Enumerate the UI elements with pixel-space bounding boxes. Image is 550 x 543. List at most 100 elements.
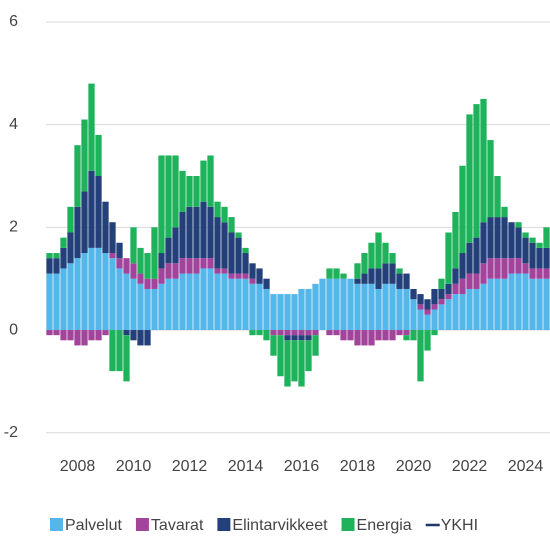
- bar-segment: [340, 273, 347, 279]
- bar-segment: [361, 273, 368, 284]
- bar-segment: [347, 330, 354, 341]
- bar-segment: [249, 330, 256, 336]
- bar-segment: [424, 309, 431, 315]
- bar-segment: [501, 258, 508, 279]
- legend-label: YKHI: [441, 517, 478, 534]
- bar-segment: [424, 314, 431, 331]
- legend-swatch: [217, 518, 231, 531]
- bar-segment: [438, 304, 445, 331]
- bar-segment: [270, 294, 277, 331]
- bar-segment: [172, 263, 179, 279]
- bar-segment: [417, 304, 424, 310]
- bar-segment: [74, 145, 81, 207]
- bar-segment: [382, 263, 389, 284]
- bar-segment: [396, 288, 403, 331]
- bar-segment: [263, 330, 270, 341]
- bar-segment: [361, 330, 368, 346]
- bar-segment: [508, 258, 515, 274]
- bar-segment: [172, 155, 179, 228]
- bar-segment: [116, 330, 123, 372]
- x-tick-label: 2016: [284, 458, 320, 475]
- bar-segment: [368, 330, 375, 346]
- bar-segment: [487, 278, 494, 331]
- bar-segment: [361, 253, 368, 274]
- bar-segment: [95, 176, 102, 248]
- bar-segment: [354, 330, 361, 346]
- bar-segment: [165, 237, 172, 264]
- bar-segment: [389, 263, 396, 284]
- bar-segment: [235, 273, 242, 279]
- bar-segment: [480, 98, 487, 223]
- bar-segment: [438, 299, 445, 305]
- bar-segment: [123, 335, 130, 382]
- bar-segment: [466, 242, 473, 274]
- bar-segment: [536, 242, 543, 248]
- bar-segment: [522, 273, 529, 331]
- bar-segment: [487, 217, 494, 259]
- bar-segment: [403, 330, 410, 336]
- y-tick-label: 4: [9, 116, 18, 133]
- bar-segment: [151, 227, 158, 279]
- bar-segment: [375, 288, 382, 331]
- bar-segment: [494, 258, 501, 279]
- bar-segment: [74, 258, 81, 331]
- bar-segment: [88, 170, 95, 248]
- bar-segment: [242, 247, 249, 254]
- bar-segment: [74, 330, 81, 346]
- bar-segment: [466, 273, 473, 289]
- bar-segment: [431, 288, 438, 305]
- bar-segment: [522, 237, 529, 264]
- bar-segment: [144, 330, 151, 346]
- bar-segment: [256, 268, 263, 284]
- bar-segment: [116, 258, 123, 269]
- bar-segment: [382, 242, 389, 264]
- x-tick-label: 2014: [228, 458, 264, 475]
- bar-segment: [445, 294, 452, 300]
- bar-segment: [144, 288, 151, 331]
- bar-segment: [452, 268, 459, 284]
- bar-segment: [354, 283, 361, 331]
- bar-segment: [529, 237, 536, 243]
- bar-segment: [501, 217, 508, 259]
- bar-segment: [501, 206, 508, 218]
- bar-segment: [375, 330, 382, 341]
- bar-segment: [445, 232, 452, 284]
- bar-segment: [221, 206, 228, 223]
- bar-segment: [144, 253, 151, 279]
- bar-segment: [368, 283, 375, 331]
- bar-segment: [228, 278, 235, 331]
- bar-segment: [403, 288, 410, 331]
- bar-segment: [515, 258, 522, 274]
- bar-segment: [263, 278, 270, 289]
- bar-segment: [291, 335, 298, 341]
- bar-segment: [116, 242, 123, 259]
- bar-segment: [522, 263, 529, 274]
- bar-segment: [445, 299, 452, 331]
- bar-segment: [438, 288, 445, 300]
- bar-segment: [389, 330, 396, 341]
- bar-segment: [81, 253, 88, 331]
- x-tick-label: 2008: [60, 458, 96, 475]
- bar-segment: [46, 258, 53, 274]
- bar-segment: [95, 134, 102, 177]
- bar-segment: [214, 268, 221, 274]
- bar-segment: [228, 232, 235, 274]
- bar-segment: [389, 283, 396, 331]
- bar-segment: [529, 242, 536, 269]
- legend-label: Energia: [357, 517, 412, 534]
- x-tick-label: 2022: [452, 458, 488, 475]
- bar-segment: [179, 258, 186, 274]
- bar-segment: [88, 247, 95, 331]
- bar-segment: [466, 288, 473, 331]
- bar-segment: [368, 242, 375, 269]
- bar-segment: [424, 299, 431, 310]
- bar-segment: [193, 258, 200, 274]
- bar-segment: [193, 176, 200, 207]
- bar-segment: [382, 283, 389, 331]
- legend-swatch: [135, 518, 149, 531]
- bar-segment: [284, 294, 291, 331]
- bar-segment: [375, 268, 382, 289]
- bar-segment: [480, 283, 487, 331]
- bar-segment: [81, 191, 88, 254]
- bar-segment: [221, 273, 228, 331]
